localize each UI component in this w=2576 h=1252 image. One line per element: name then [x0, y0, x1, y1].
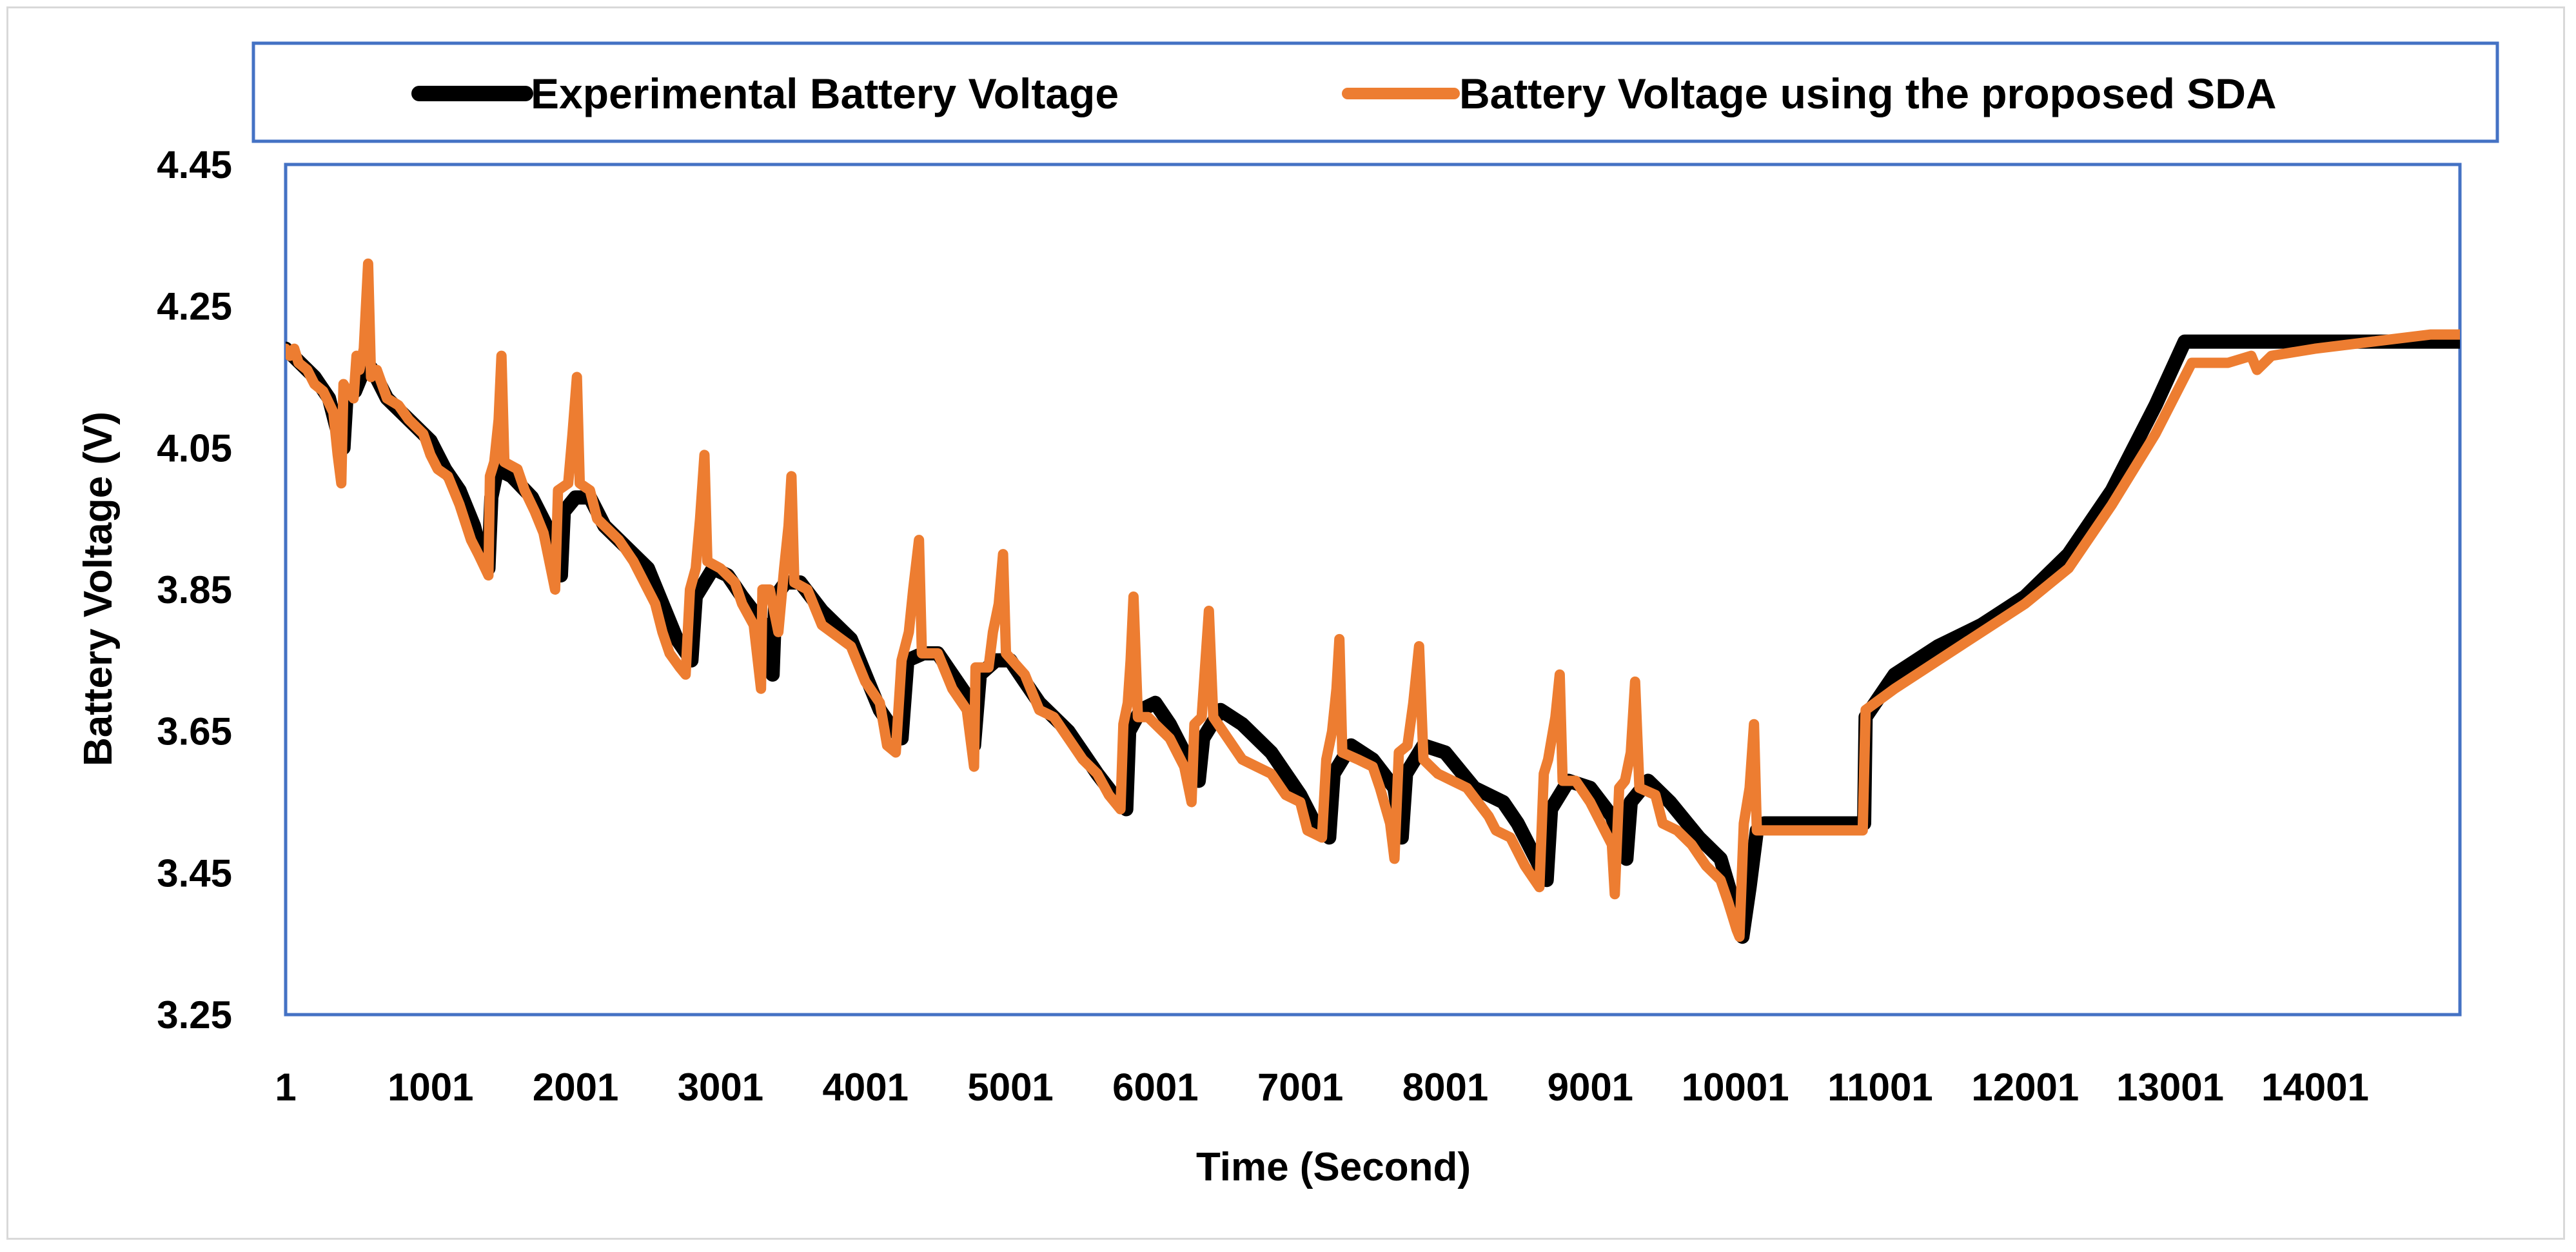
x-tick-label: 10001 — [1682, 1066, 1789, 1109]
y-axis-title: Battery Voltage (V) — [76, 412, 121, 766]
figure-frame — [6, 6, 2565, 1240]
x-tick-label: 5001 — [967, 1066, 1053, 1109]
x-tick-label: 4001 — [823, 1066, 909, 1109]
x-tick-label: 3001 — [678, 1066, 763, 1109]
x-tick-label: 12001 — [1971, 1066, 2079, 1109]
x-tick-label: 13001 — [2116, 1066, 2224, 1109]
legend-label-experimental: Experimental Battery Voltage — [531, 70, 1119, 117]
legend-box — [251, 41, 2499, 143]
x-tick-label: 9001 — [1548, 1066, 1633, 1109]
legend-label-proposed-sda: Battery Voltage using the proposed SDA — [1459, 70, 2277, 117]
y-tick-label: 3.45 — [157, 851, 232, 895]
x-tick-label: 1 — [275, 1066, 296, 1109]
x-tick-label: 11001 — [1827, 1066, 1933, 1109]
y-tick-label: 3.65 — [157, 710, 232, 753]
y-axis: 3.25 3.45 3.65 3.85 4.05 4.25 4.45 — [157, 143, 232, 1037]
plot-area — [284, 163, 2462, 1017]
x-tick-label: 8001 — [1402, 1066, 1488, 1109]
y-tick-label: 3.85 — [157, 568, 232, 611]
x-tick-label: 1001 — [388, 1066, 473, 1109]
series-line-proposed-sda — [286, 258, 2460, 942]
x-tick-label: 2001 — [533, 1066, 618, 1109]
x-tick-label: 14001 — [2261, 1066, 2369, 1109]
x-axis-title: Time (Second) — [1196, 1145, 1471, 1189]
legend: Experimental Battery Voltage Battery Volt… — [411, 70, 2277, 117]
y-tick-label: 4.05 — [157, 426, 232, 470]
y-tick-label: 3.25 — [157, 993, 232, 1037]
y-tick-label: 4.25 — [157, 285, 232, 328]
x-tick-label: 6001 — [1112, 1066, 1198, 1109]
y-tick-label: 4.45 — [157, 143, 232, 186]
x-tick-label: 7001 — [1257, 1066, 1343, 1109]
x-axis: 1 1001 2001 3001 4001 5001 6001 7001 8001 9001 100… — [275, 1066, 2369, 1109]
